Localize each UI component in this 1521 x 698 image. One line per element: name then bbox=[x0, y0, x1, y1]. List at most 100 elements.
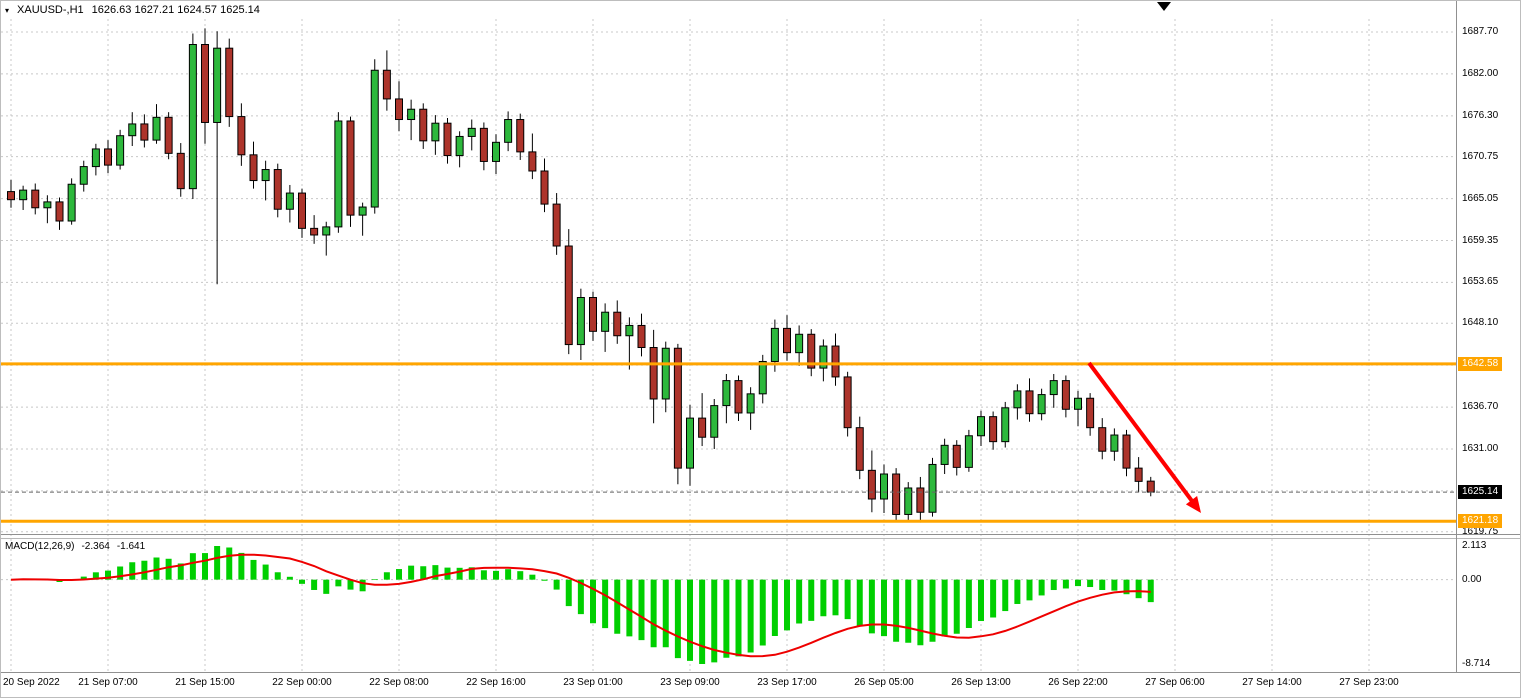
bear-candle bbox=[637, 324, 646, 349]
bull-candle bbox=[625, 324, 634, 337]
bear-candle bbox=[346, 120, 355, 216]
bull-candle bbox=[67, 183, 76, 222]
current-price-tag: 1625.14 bbox=[1458, 485, 1503, 500]
bull-candle bbox=[928, 463, 937, 513]
bull-candle bbox=[467, 127, 476, 137]
bear-candle bbox=[613, 311, 622, 337]
bull-candle bbox=[431, 122, 440, 142]
bear-candle bbox=[1025, 390, 1034, 415]
bear-candle bbox=[807, 333, 816, 369]
bear-candle bbox=[104, 148, 112, 166]
time-axis-label: 21 Sep 07:00 bbox=[78, 677, 138, 688]
bull-candle bbox=[746, 393, 755, 414]
bull-candle bbox=[601, 311, 610, 332]
time-axis-label: 23 Sep 01:00 bbox=[563, 677, 623, 688]
bear-candle bbox=[31, 189, 40, 209]
bull-candle bbox=[492, 141, 500, 162]
bull-candle bbox=[977, 416, 985, 437]
price-axis-label: 1653.65 bbox=[1462, 276, 1499, 288]
bull-candle bbox=[576, 296, 585, 346]
bear-candle bbox=[916, 487, 925, 513]
bull-candle bbox=[43, 201, 52, 209]
bear-candle bbox=[516, 119, 525, 153]
price-axis-label: 1682.00 bbox=[1462, 67, 1499, 79]
bear-candle bbox=[298, 192, 306, 229]
bear-candle bbox=[552, 203, 561, 247]
bull-candle bbox=[334, 120, 343, 228]
resistance-price-tag: 1642.58 bbox=[1458, 356, 1503, 371]
bull-candle bbox=[19, 189, 28, 201]
bear-candle bbox=[419, 108, 428, 142]
bear-candle bbox=[649, 347, 658, 400]
bear-candle bbox=[540, 170, 549, 205]
time-axis-label: 26 Sep 22:00 bbox=[1048, 677, 1108, 688]
bear-candle bbox=[310, 227, 319, 236]
bear-candle bbox=[564, 245, 573, 346]
bull-candle bbox=[880, 473, 888, 500]
bull-candle bbox=[370, 69, 379, 208]
time-axis-label: 27 Sep 06:00 bbox=[1145, 677, 1205, 688]
bull-candle bbox=[407, 108, 416, 121]
bull-candle bbox=[504, 119, 513, 143]
time-axis-label: 21 Sep 15:00 bbox=[175, 677, 235, 688]
symbol-ohlc-header: ▾ XAUUSD-,H1 1626.63 1627.21 1624.57 162… bbox=[5, 4, 260, 16]
bull-candle bbox=[964, 435, 973, 468]
bull-candle bbox=[358, 206, 367, 216]
bull-candle bbox=[904, 487, 913, 515]
bear-candle bbox=[1086, 397, 1095, 429]
price-axis-label: 1631.00 bbox=[1462, 443, 1499, 454]
bull-candle bbox=[1049, 380, 1058, 396]
bull-candle bbox=[710, 405, 719, 438]
bull-candle bbox=[322, 226, 331, 236]
symbol-timeframe-label: XAUUSD-,H1 bbox=[17, 4, 84, 16]
macd-signal-line bbox=[10, 553, 1151, 658]
bear-candle bbox=[1134, 467, 1143, 482]
bull-candle bbox=[795, 333, 804, 354]
bull-candle bbox=[116, 135, 125, 166]
time-axis-label: 22 Sep 16:00 bbox=[466, 677, 526, 688]
price-axis-label: 1659.35 bbox=[1462, 234, 1499, 246]
trend-arrow[interactable] bbox=[1087, 361, 1194, 503]
macd-name: MACD(12,26,9) bbox=[5, 541, 75, 552]
bear-candle bbox=[589, 296, 597, 332]
bull-candle bbox=[152, 116, 161, 141]
price-axis-label: 1670.75 bbox=[1462, 150, 1499, 162]
bull-candle bbox=[686, 417, 694, 469]
bull-candle bbox=[661, 347, 670, 400]
price-axis-label: 1676.30 bbox=[1462, 109, 1499, 121]
bear-candle bbox=[892, 473, 901, 515]
object-anchor-icon[interactable] bbox=[1157, 2, 1171, 11]
bull-candle bbox=[1037, 394, 1046, 415]
time-axis-label: 26 Sep 05:00 bbox=[854, 677, 914, 688]
bear-candle bbox=[237, 116, 246, 156]
price-axis-label: 1687.70 bbox=[1462, 26, 1499, 37]
macd-main-value: -2.364 bbox=[81, 541, 110, 552]
bear-candle bbox=[831, 345, 840, 378]
price-axis-label: 1619.75 bbox=[1462, 525, 1499, 537]
bear-candle bbox=[673, 347, 682, 469]
price-axis-label: 1665.05 bbox=[1462, 192, 1499, 204]
bear-candle bbox=[7, 191, 15, 201]
bear-candle bbox=[55, 201, 64, 222]
bull-candle bbox=[1013, 390, 1022, 409]
bear-candle bbox=[443, 122, 452, 157]
bull-candle bbox=[91, 148, 100, 168]
time-axis-label: 27 Sep 14:00 bbox=[1242, 677, 1302, 688]
one-click-trading-toggle-icon[interactable]: ▾ bbox=[5, 5, 10, 15]
bear-candle bbox=[855, 427, 864, 471]
bear-candle bbox=[1122, 434, 1131, 469]
bear-candle bbox=[952, 444, 961, 468]
bear-candle bbox=[164, 116, 173, 154]
bear-candle bbox=[734, 380, 743, 414]
bear-candle bbox=[698, 417, 707, 438]
price-axis-label: 1648.10 bbox=[1462, 317, 1499, 329]
bear-candle bbox=[273, 169, 282, 210]
bull-candle bbox=[770, 327, 779, 362]
bull-candle bbox=[213, 47, 222, 123]
bear-candle bbox=[395, 98, 403, 121]
trend-arrow-head[interactable] bbox=[1185, 496, 1201, 513]
bull-candle bbox=[1001, 407, 1010, 443]
bull-candle bbox=[819, 345, 828, 369]
